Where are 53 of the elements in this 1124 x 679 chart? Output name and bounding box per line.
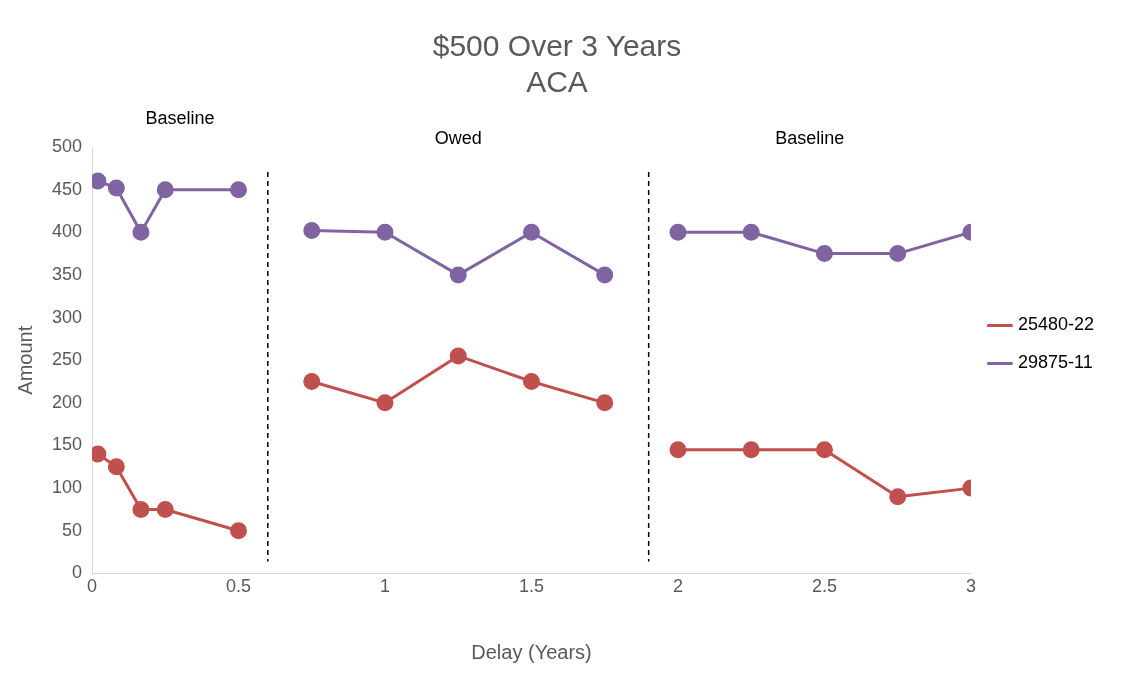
x-tick-label: 3	[965, 576, 976, 597]
point	[107, 179, 125, 197]
point	[449, 266, 467, 284]
text: Baseline	[145, 107, 215, 128]
y-tick-label: 50	[62, 519, 83, 540]
x-tick-label: 1.5	[518, 576, 544, 597]
point	[376, 223, 394, 241]
y-tick-label: 450	[51, 178, 83, 199]
point	[449, 347, 467, 365]
x-axis-title: Delay (Years)	[471, 640, 592, 663]
x-tick-label: 0	[87, 576, 98, 597]
point	[156, 500, 174, 518]
y-tick-label: 0	[72, 562, 83, 583]
y-tick-label: 300	[51, 306, 83, 327]
point	[132, 223, 150, 241]
point	[522, 223, 540, 241]
point	[815, 245, 833, 263]
point	[889, 488, 907, 506]
point	[669, 441, 687, 459]
point	[669, 223, 687, 241]
y-tick-label: 500	[51, 135, 83, 156]
point	[230, 522, 248, 540]
chart-subtitle: ACA	[526, 65, 588, 99]
y-axis-title: Amount	[13, 325, 36, 395]
x-tick-label: 0.5	[226, 576, 252, 597]
point	[596, 394, 614, 412]
y-tick-label: 400	[51, 221, 83, 242]
point	[596, 266, 614, 284]
y-tick-label: 150	[51, 434, 83, 455]
point	[156, 181, 174, 199]
y-tick-label: 200	[51, 391, 83, 412]
point	[742, 223, 760, 241]
chart-title: $500 Over 3 Years	[432, 29, 682, 63]
point	[522, 373, 540, 391]
legend-label: 29875-11	[1017, 352, 1093, 373]
annotation: Baseline	[775, 127, 845, 148]
y-tick-label: 350	[51, 263, 83, 284]
x-tick-label: 2	[672, 576, 683, 597]
point	[303, 373, 321, 391]
x-tick-label: 1	[379, 576, 391, 597]
point	[889, 245, 907, 263]
point	[230, 181, 248, 199]
x-tick-label: 2.5	[811, 576, 837, 597]
point	[742, 441, 760, 459]
point	[107, 458, 125, 476]
legend-label: 25480-22	[1017, 314, 1095, 335]
point	[303, 222, 321, 240]
annotation: Owed	[434, 127, 482, 148]
point	[815, 441, 833, 459]
y-tick-label: 100	[51, 477, 83, 498]
y-tick-label: 250	[51, 349, 83, 370]
point	[376, 394, 394, 412]
point	[132, 500, 150, 518]
